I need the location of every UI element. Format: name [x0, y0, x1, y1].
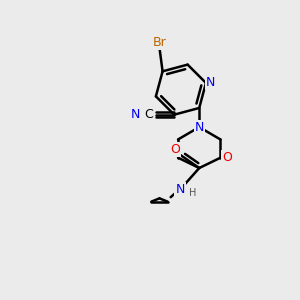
Text: C: C: [144, 108, 153, 121]
Text: O: O: [170, 143, 180, 156]
Text: O: O: [222, 151, 232, 164]
Text: N: N: [176, 183, 185, 196]
Text: H: H: [189, 188, 196, 198]
Text: N: N: [206, 76, 215, 89]
Text: Br: Br: [153, 36, 166, 49]
Text: N: N: [195, 121, 204, 134]
Text: N: N: [130, 108, 140, 121]
